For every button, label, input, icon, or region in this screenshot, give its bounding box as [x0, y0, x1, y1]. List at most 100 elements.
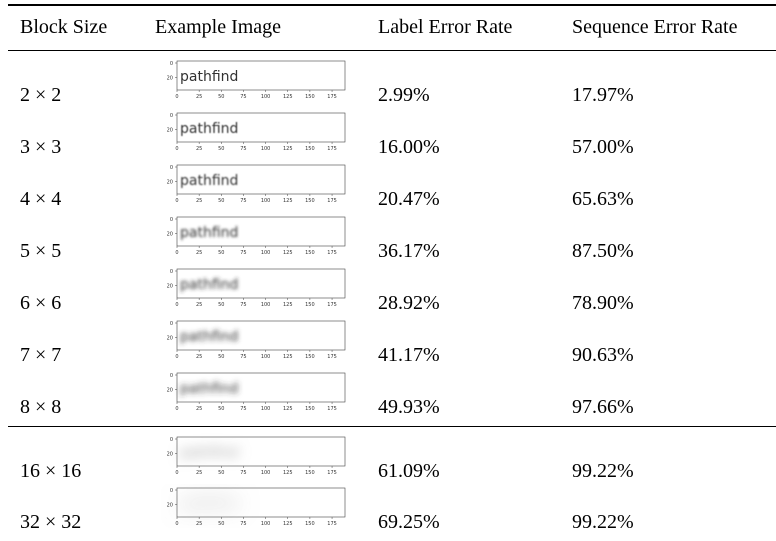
label-error-rate: 69.25% [378, 511, 440, 534]
x-tick-label: 25 [196, 354, 202, 360]
x-tick-label: 175 [327, 302, 337, 308]
label-error-rate: 49.93% [378, 396, 440, 419]
x-tick-label: 150 [305, 354, 315, 360]
x-tick-label: 175 [327, 146, 337, 152]
x-tick-label: 175 [327, 94, 337, 100]
y-tick-label: 20 [167, 231, 173, 237]
example-image: pathfind 0 25 50 75 100 125 150 175 0 20 [161, 484, 351, 528]
x-tick-label: 125 [283, 302, 293, 308]
x-tick-label: 125 [283, 406, 293, 412]
x-tick-label: 175 [327, 521, 337, 527]
image-word: pathfind [180, 381, 238, 397]
x-tick-label: 100 [261, 94, 271, 100]
x-tick-label: 0 [175, 521, 178, 527]
x-tick-label: 75 [240, 94, 246, 100]
x-tick-label: 75 [240, 354, 246, 360]
x-tick-label: 25 [196, 521, 202, 527]
block-size: 32 × 32 [20, 511, 81, 534]
x-tick-label: 125 [283, 470, 293, 476]
x-tick-label: 150 [305, 302, 315, 308]
x-tick-label: 100 [261, 302, 271, 308]
x-tick-label: 150 [305, 198, 315, 204]
x-tick-label: 175 [327, 406, 337, 412]
y-tick-label: 20 [167, 335, 173, 341]
x-tick-label: 25 [196, 94, 202, 100]
x-tick-label: 75 [240, 302, 246, 308]
y-tick-label: 0 [170, 321, 173, 327]
label-error-rate: 2.99% [378, 84, 430, 107]
sequence-error-rate: 57.00% [572, 136, 634, 159]
y-tick-label: 0 [170, 437, 173, 443]
x-tick-label: 175 [327, 198, 337, 204]
header-rule [8, 50, 776, 51]
example-image: pathfind0255075100125150175020 [161, 265, 351, 309]
header-cell: Sequence Error Rate [572, 16, 737, 39]
sequence-error-rate: 99.22% [572, 511, 634, 534]
x-tick-label: 50 [218, 302, 224, 308]
y-tick-label: 0 [170, 217, 173, 223]
block-size: 3 × 3 [20, 136, 61, 159]
x-tick-label: 50 [218, 94, 224, 100]
image-word: pathfind [180, 69, 238, 85]
x-tick-label: 0 [175, 146, 178, 152]
x-tick-label: 0 [175, 198, 178, 204]
header-cell: Label Error Rate [378, 16, 512, 39]
top-rule [8, 4, 776, 6]
sequence-error-rate: 65.63% [572, 188, 634, 211]
x-tick-label: 50 [218, 198, 224, 204]
y-tick-label: 20 [167, 179, 173, 185]
block-size: 4 × 4 [20, 188, 61, 211]
example-image: pathfind0255075100125150175020 [161, 109, 351, 153]
x-tick-label: 75 [240, 406, 246, 412]
x-tick-label: 150 [305, 406, 315, 412]
block-size: 5 × 5 [20, 240, 61, 263]
y-tick-label: 20 [167, 387, 173, 393]
x-tick-label: 75 [240, 250, 246, 256]
x-tick-label: 25 [196, 470, 202, 476]
x-tick-label: 125 [283, 521, 293, 527]
y-tick-label: 0 [170, 488, 173, 494]
x-tick-label: 50 [218, 250, 224, 256]
x-tick-label: 0 [175, 302, 178, 308]
x-tick-label: 75 [240, 198, 246, 204]
y-tick-label: 20 [167, 502, 173, 508]
block-size: 16 × 16 [20, 460, 81, 483]
x-tick-label: 50 [218, 354, 224, 360]
x-tick-label: 150 [305, 521, 315, 527]
x-tick-label: 25 [196, 198, 202, 204]
image-word: pathfind [180, 496, 238, 512]
label-error-rate: 41.17% [378, 344, 440, 367]
x-tick-label: 100 [261, 521, 271, 527]
x-tick-label: 125 [283, 198, 293, 204]
x-tick-label: 50 [218, 406, 224, 412]
block-size: 6 × 6 [20, 292, 61, 315]
x-tick-label: 100 [261, 146, 271, 152]
x-tick-label: 75 [240, 521, 246, 527]
label-error-rate: 16.00% [378, 136, 440, 159]
x-tick-label: 50 [218, 521, 224, 527]
x-tick-label: 0 [175, 250, 178, 256]
x-tick-label: 25 [196, 250, 202, 256]
x-tick-label: 0 [175, 406, 178, 412]
x-tick-label: 100 [261, 354, 271, 360]
image-word: pathfind [180, 225, 238, 241]
x-tick-label: 150 [305, 94, 315, 100]
y-tick-label: 20 [167, 127, 173, 133]
x-tick-label: 100 [261, 250, 271, 256]
x-tick-label: 0 [175, 354, 178, 360]
x-tick-label: 50 [218, 146, 224, 152]
x-tick-label: 50 [218, 470, 224, 476]
x-tick-label: 150 [305, 470, 315, 476]
sequence-error-rate: 97.66% [572, 396, 634, 419]
y-tick-label: 20 [167, 75, 173, 81]
y-tick-label: 0 [170, 61, 173, 67]
y-tick-label: 0 [170, 373, 173, 379]
label-error-rate: 61.09% [378, 460, 440, 483]
sequence-error-rate: 87.50% [572, 240, 634, 263]
label-error-rate: 28.92% [378, 292, 440, 315]
